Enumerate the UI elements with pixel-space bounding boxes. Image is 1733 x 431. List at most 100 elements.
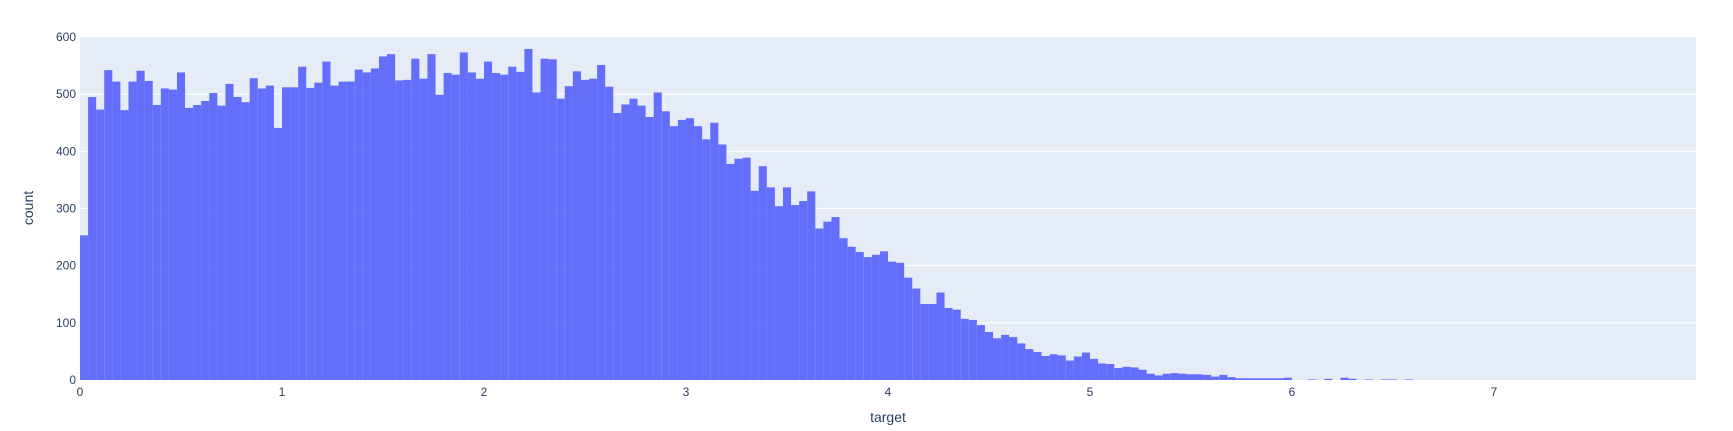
histogram-bar[interactable] bbox=[831, 217, 840, 380]
histogram-bar[interactable] bbox=[290, 87, 299, 380]
histogram-bar[interactable] bbox=[580, 79, 590, 380]
histogram-bar[interactable] bbox=[443, 73, 452, 380]
histogram-bar[interactable] bbox=[152, 105, 161, 381]
histogram-bar[interactable] bbox=[912, 288, 921, 380]
histogram-bar[interactable] bbox=[306, 87, 315, 381]
histogram-bar[interactable] bbox=[411, 58, 420, 381]
histogram-bar[interactable] bbox=[201, 101, 210, 380]
histogram-bar[interactable] bbox=[508, 66, 517, 380]
histogram-bar[interactable] bbox=[742, 157, 751, 380]
histogram-bar[interactable] bbox=[1308, 379, 1317, 380]
histogram-bar[interactable] bbox=[936, 292, 945, 380]
histogram-bar[interactable] bbox=[1170, 373, 1179, 380]
histogram-bar[interactable] bbox=[136, 70, 145, 380]
histogram-bar[interactable] bbox=[548, 59, 557, 381]
histogram-bar[interactable] bbox=[645, 117, 654, 381]
histogram-bar[interactable] bbox=[710, 122, 719, 380]
histogram-bar[interactable] bbox=[669, 126, 678, 381]
histogram-bar[interactable] bbox=[1154, 375, 1163, 380]
histogram-bar[interactable] bbox=[694, 126, 703, 381]
histogram-bar[interactable] bbox=[241, 102, 250, 381]
histogram-bar[interactable] bbox=[322, 61, 331, 380]
histogram-bar[interactable] bbox=[1211, 376, 1220, 380]
histogram-bar[interactable] bbox=[1275, 378, 1284, 380]
histogram-bar[interactable] bbox=[629, 98, 638, 381]
histogram-bar[interactable] bbox=[370, 68, 379, 381]
histogram-bar[interactable] bbox=[1162, 373, 1171, 380]
histogram-bar[interactable] bbox=[1324, 378, 1333, 380]
histogram-bar[interactable] bbox=[298, 66, 307, 380]
histogram-bar[interactable] bbox=[120, 110, 129, 380]
histogram-bar[interactable] bbox=[564, 86, 573, 380]
histogram-bar[interactable] bbox=[419, 78, 428, 381]
histogram-bar[interactable] bbox=[160, 88, 169, 380]
histogram-bar[interactable] bbox=[1348, 378, 1357, 380]
histogram-bar[interactable] bbox=[467, 72, 476, 381]
histogram-bar[interactable] bbox=[1041, 355, 1050, 380]
histogram-bar[interactable] bbox=[395, 80, 404, 381]
histogram-bar[interactable] bbox=[88, 97, 97, 381]
histogram-bar[interactable] bbox=[96, 109, 105, 380]
histogram-bar[interactable] bbox=[855, 251, 864, 380]
histogram-bar[interactable] bbox=[774, 206, 783, 380]
histogram-bar[interactable] bbox=[896, 262, 905, 380]
histogram-bar[interactable] bbox=[435, 94, 444, 380]
histogram-bar[interactable] bbox=[532, 92, 541, 381]
histogram-bar[interactable] bbox=[1033, 351, 1042, 380]
histogram-bar[interactable] bbox=[1090, 358, 1099, 380]
histogram-bar[interactable] bbox=[1203, 374, 1212, 380]
histogram-bar[interactable] bbox=[1146, 373, 1155, 380]
histogram-bar[interactable] bbox=[815, 228, 824, 380]
histogram-bar[interactable] bbox=[330, 85, 339, 380]
histogram-bar[interactable] bbox=[1025, 349, 1034, 380]
histogram-bar[interactable] bbox=[475, 78, 484, 381]
histogram-bar[interactable] bbox=[1251, 378, 1260, 380]
histogram-bar[interactable] bbox=[193, 105, 202, 381]
histogram-bar[interactable] bbox=[1227, 377, 1236, 380]
histogram-bar[interactable] bbox=[920, 303, 929, 380]
histogram-bar[interactable] bbox=[677, 119, 686, 381]
histogram-bar[interactable] bbox=[233, 97, 242, 381]
histogram-bar[interactable] bbox=[661, 111, 670, 381]
histogram-bar[interactable] bbox=[823, 221, 832, 380]
histogram-bar[interactable] bbox=[112, 81, 121, 380]
histogram-bar[interactable] bbox=[597, 65, 606, 381]
histogram-bar[interactable] bbox=[492, 73, 501, 380]
histogram-bar[interactable] bbox=[1065, 360, 1074, 380]
histogram-bar[interactable] bbox=[524, 49, 533, 380]
histogram-bar[interactable] bbox=[403, 79, 412, 380]
histogram-bar[interactable] bbox=[176, 72, 186, 381]
histogram-bar[interactable] bbox=[1098, 363, 1107, 380]
histogram-bar[interactable] bbox=[1283, 377, 1292, 380]
histogram-bar[interactable] bbox=[1106, 363, 1115, 380]
histogram-bar[interactable] bbox=[879, 251, 888, 380]
histogram-bar[interactable] bbox=[968, 319, 977, 380]
histogram-bar[interactable] bbox=[847, 246, 856, 380]
histogram-bar[interactable] bbox=[346, 81, 355, 380]
histogram-bar[interactable] bbox=[1405, 379, 1414, 380]
histogram-bar[interactable] bbox=[984, 331, 994, 380]
histogram-bar[interactable] bbox=[782, 187, 792, 380]
histogram-bar[interactable] bbox=[791, 205, 800, 380]
histogram-bar[interactable] bbox=[1114, 367, 1123, 380]
histogram-bar[interactable] bbox=[128, 81, 137, 380]
histogram-bar[interactable] bbox=[556, 98, 565, 381]
histogram-bar[interactable] bbox=[144, 81, 153, 380]
histogram-bar[interactable] bbox=[209, 93, 218, 381]
histogram-bar[interactable] bbox=[799, 201, 808, 380]
histogram-bar[interactable] bbox=[766, 187, 775, 380]
histogram-bar[interactable] bbox=[839, 238, 848, 380]
histogram-bar[interactable] bbox=[993, 338, 1002, 380]
histogram-bar[interactable] bbox=[1017, 343, 1026, 380]
histogram-bar[interactable] bbox=[217, 105, 226, 380]
histogram-bar[interactable] bbox=[888, 261, 897, 380]
histogram-bar[interactable] bbox=[758, 166, 767, 380]
histogram-bar[interactable] bbox=[807, 191, 816, 380]
histogram-bar[interactable] bbox=[589, 78, 598, 381]
histogram-bar[interactable] bbox=[1259, 378, 1268, 380]
histogram-bar[interactable] bbox=[1081, 352, 1090, 380]
histogram-bar[interactable] bbox=[702, 139, 711, 380]
histogram-bar[interactable] bbox=[726, 163, 735, 380]
histogram-bar[interactable] bbox=[1073, 356, 1082, 380]
histogram-bar[interactable] bbox=[282, 87, 291, 380]
